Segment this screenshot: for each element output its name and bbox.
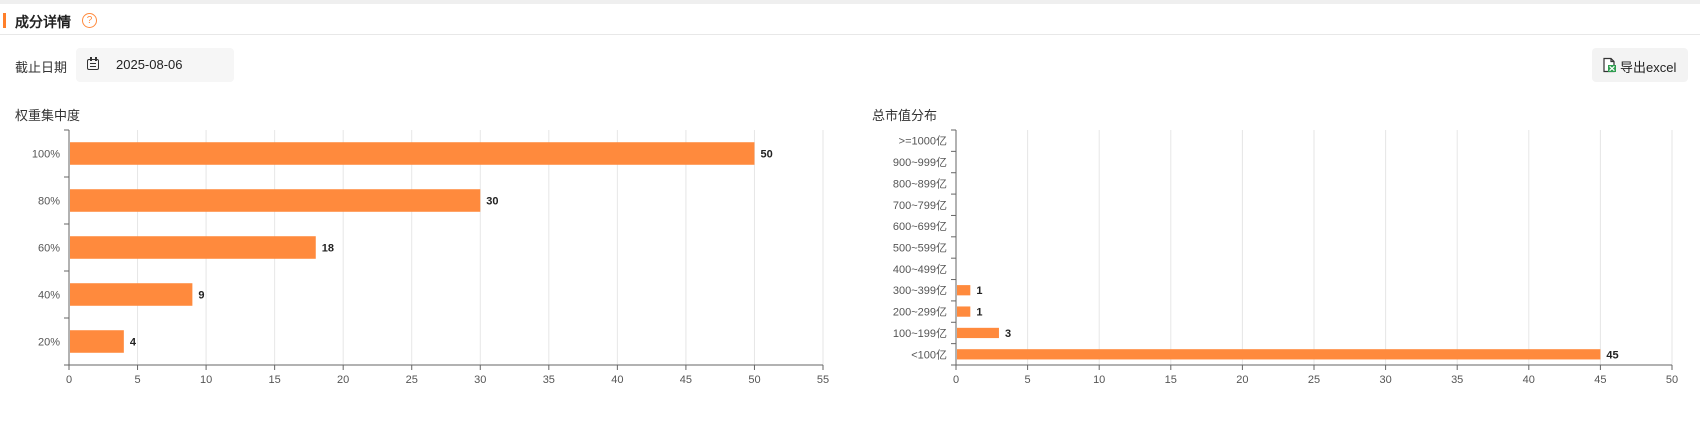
cap-xtick-label: 20 — [1236, 374, 1248, 386]
weight-xtick-label: 55 — [817, 374, 829, 386]
weight-xtick-label: 15 — [269, 374, 281, 386]
cap-category-label: 700~799亿 — [893, 199, 947, 212]
cap-category-label: 400~499亿 — [893, 263, 947, 276]
export-label: 导出excel — [1620, 60, 1677, 75]
weight-value-label: 9 — [198, 290, 204, 302]
cap-xtick-label: 10 — [1093, 374, 1105, 386]
cap-value-label: 45 — [1606, 349, 1618, 361]
weight-category-label: 40% — [38, 290, 60, 302]
date-label: 截止日期 — [15, 60, 68, 75]
market-cap-chart: 0 5 10 15 20 25 30 35 40 45 50 >=1000亿 900~999亿 800~8… — [893, 129, 1678, 386]
date-value: 2025-08-06 — [116, 57, 183, 72]
cap-xtick-label: 50 — [1666, 374, 1678, 386]
cap-xtick-label: 35 — [1451, 374, 1463, 386]
weight-value-label: 30 — [486, 196, 498, 208]
top-divider — [0, 0, 1700, 4]
weight-concentration-chart: 0 5 10 15 20 25 30 35 40 45 50 55 100% 50 80% 30 60% 18 40… — [32, 129, 829, 386]
excel-export-icon — [1603, 57, 1616, 73]
date-picker[interactable]: 2025-08-06 — [76, 48, 234, 82]
cap-category-label: 300~399亿 — [893, 284, 947, 297]
weight-xtick-label: 40 — [611, 374, 623, 386]
cap-category-label: 600~699亿 — [893, 220, 947, 233]
weight-concentration-title: 权重集中度 — [15, 108, 81, 123]
cap-category-label: 500~599亿 — [893, 242, 947, 255]
weight-category-label: 60% — [38, 243, 60, 255]
weight-xtick-label: 35 — [543, 374, 555, 386]
weight-bar — [70, 236, 316, 259]
cap-category-label: 800~899亿 — [893, 177, 947, 190]
cap-xtick-label: 15 — [1165, 374, 1177, 386]
export-excel-button[interactable]: 导出excel — [1592, 48, 1688, 82]
weight-xtick-label: 25 — [406, 374, 418, 386]
weight-bar — [70, 283, 193, 306]
weight-bar — [70, 142, 755, 165]
cap-category-label: >=1000亿 — [899, 135, 947, 148]
market-cap-title: 总市值分布 — [872, 108, 938, 123]
weight-xtick-label: 20 — [337, 374, 349, 386]
cap-xtick-label: 5 — [1025, 374, 1031, 386]
weight-xtick-label: 0 — [66, 374, 72, 386]
cap-category-label: 100~199亿 — [893, 327, 947, 340]
cap-category-label: 900~999亿 — [893, 156, 947, 169]
weight-value-label: 4 — [130, 337, 137, 349]
weight-category-label: 20% — [38, 337, 60, 349]
cap-category-label: 200~299亿 — [893, 306, 947, 319]
page-title: 成分详情 — [15, 14, 71, 30]
weight-xtick-label: 30 — [474, 374, 486, 386]
weight-value-label: 18 — [322, 243, 334, 255]
cap-bar — [957, 349, 1601, 360]
cap-bar — [957, 285, 971, 296]
cap-xtick-label: 0 — [953, 374, 959, 386]
weight-category-label: 80% — [38, 196, 60, 208]
cap-value-label: 1 — [976, 307, 982, 319]
cap-category-label: <100亿 — [911, 348, 947, 361]
accent-bar — [3, 13, 6, 28]
cap-xtick-label: 45 — [1594, 374, 1606, 386]
weight-bar — [70, 189, 481, 212]
calendar-icon — [87, 57, 99, 70]
weight-xtick-label: 5 — [134, 374, 140, 386]
weight-value-label: 50 — [760, 149, 772, 161]
weight-category-label: 100% — [32, 149, 60, 161]
weight-xtick-label: 45 — [680, 374, 692, 386]
cap-bar — [957, 327, 999, 339]
cap-xtick-label: 30 — [1379, 374, 1391, 386]
cap-value-label: 1 — [976, 285, 982, 297]
cap-bar — [957, 306, 971, 317]
weight-xtick-label: 10 — [200, 374, 212, 386]
cap-value-label: 3 — [1005, 328, 1011, 340]
panel-header: 成分详情 ? — [0, 4, 1700, 35]
weight-bar — [70, 330, 124, 353]
cap-xtick-label: 40 — [1523, 374, 1535, 386]
weight-xtick-label: 50 — [748, 374, 760, 386]
help-icon[interactable]: ? — [82, 13, 97, 28]
cap-xtick-label: 25 — [1308, 374, 1320, 386]
